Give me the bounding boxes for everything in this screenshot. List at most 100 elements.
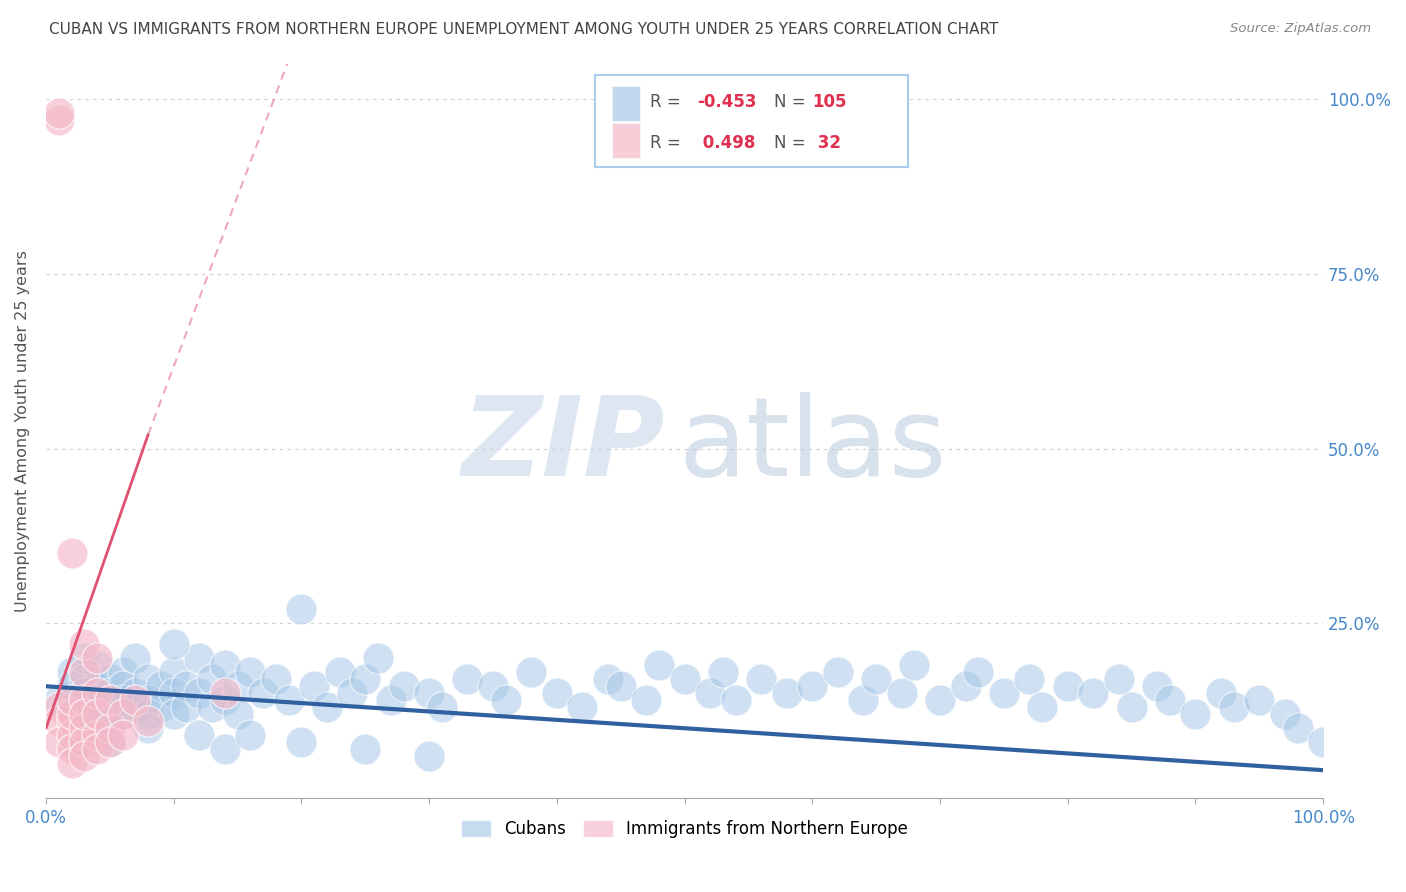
Point bbox=[1274, 707, 1296, 722]
Point bbox=[124, 693, 146, 707]
Point bbox=[149, 679, 172, 693]
Text: Source: ZipAtlas.com: Source: ZipAtlas.com bbox=[1230, 22, 1371, 36]
Point bbox=[73, 686, 96, 700]
Point bbox=[48, 700, 70, 714]
Point bbox=[1083, 686, 1105, 700]
Point bbox=[302, 679, 325, 693]
Point bbox=[73, 721, 96, 735]
Point bbox=[699, 686, 721, 700]
Point bbox=[290, 602, 312, 616]
Point bbox=[1146, 679, 1168, 693]
Point bbox=[73, 707, 96, 722]
Point bbox=[495, 693, 517, 707]
Point bbox=[48, 735, 70, 749]
Point bbox=[124, 686, 146, 700]
Point bbox=[111, 665, 134, 680]
Point bbox=[98, 686, 121, 700]
Point bbox=[86, 658, 108, 673]
Point bbox=[342, 686, 364, 700]
Point bbox=[596, 673, 619, 687]
Point bbox=[60, 707, 83, 722]
Point bbox=[214, 686, 236, 700]
Point bbox=[98, 721, 121, 735]
Point bbox=[354, 673, 377, 687]
Point bbox=[48, 113, 70, 128]
Point bbox=[546, 686, 568, 700]
Point bbox=[60, 742, 83, 756]
Point bbox=[1184, 707, 1206, 722]
Point bbox=[98, 673, 121, 687]
Point bbox=[520, 665, 543, 680]
Point bbox=[955, 679, 977, 693]
Point bbox=[264, 673, 287, 687]
Point bbox=[1159, 693, 1181, 707]
Point bbox=[73, 651, 96, 665]
Point bbox=[98, 700, 121, 714]
Point bbox=[176, 700, 198, 714]
Point bbox=[367, 651, 389, 665]
Point bbox=[277, 693, 299, 707]
Point bbox=[1249, 693, 1271, 707]
Point bbox=[111, 679, 134, 693]
Point bbox=[214, 658, 236, 673]
Point bbox=[136, 721, 159, 735]
Point bbox=[711, 665, 734, 680]
Point bbox=[111, 707, 134, 722]
FancyBboxPatch shape bbox=[595, 75, 908, 167]
Point bbox=[801, 679, 824, 693]
Point bbox=[1222, 700, 1244, 714]
Point bbox=[136, 714, 159, 729]
Point bbox=[418, 749, 440, 764]
Point bbox=[86, 693, 108, 707]
Point bbox=[98, 693, 121, 707]
Point bbox=[609, 679, 631, 693]
Point bbox=[73, 673, 96, 687]
Point bbox=[73, 665, 96, 680]
Text: ZIP: ZIP bbox=[463, 392, 665, 500]
Point bbox=[1108, 673, 1130, 687]
Text: CUBAN VS IMMIGRANTS FROM NORTHERN EUROPE UNEMPLOYMENT AMONG YOUTH UNDER 25 YEARS: CUBAN VS IMMIGRANTS FROM NORTHERN EUROPE… bbox=[49, 22, 998, 37]
Text: 105: 105 bbox=[813, 94, 846, 112]
Point bbox=[673, 673, 696, 687]
Point bbox=[188, 686, 211, 700]
Point bbox=[60, 546, 83, 560]
Point bbox=[111, 728, 134, 742]
Point bbox=[239, 665, 262, 680]
Text: 0.498: 0.498 bbox=[697, 134, 755, 152]
Point bbox=[60, 714, 83, 729]
Point bbox=[1121, 700, 1143, 714]
Point bbox=[430, 700, 453, 714]
Point bbox=[60, 693, 83, 707]
Text: -0.453: -0.453 bbox=[697, 94, 756, 112]
Point bbox=[86, 728, 108, 742]
Point bbox=[239, 728, 262, 742]
Point bbox=[86, 686, 108, 700]
Point bbox=[776, 686, 799, 700]
Point bbox=[60, 728, 83, 742]
Point bbox=[929, 693, 952, 707]
Point bbox=[86, 707, 108, 722]
Point bbox=[418, 686, 440, 700]
Point bbox=[482, 679, 505, 693]
Point bbox=[136, 673, 159, 687]
Point bbox=[724, 693, 747, 707]
Point bbox=[188, 651, 211, 665]
Point bbox=[60, 679, 83, 693]
Text: R =: R = bbox=[650, 134, 681, 152]
Text: R =: R = bbox=[650, 94, 681, 112]
Point bbox=[188, 728, 211, 742]
Point bbox=[163, 707, 186, 722]
Point bbox=[226, 679, 249, 693]
Point bbox=[136, 693, 159, 707]
Point bbox=[252, 686, 274, 700]
Point bbox=[1286, 721, 1309, 735]
Point bbox=[48, 106, 70, 120]
Point bbox=[73, 749, 96, 764]
Point bbox=[201, 673, 224, 687]
Point bbox=[1209, 686, 1232, 700]
Point bbox=[1312, 735, 1334, 749]
Point bbox=[214, 742, 236, 756]
Text: N =: N = bbox=[773, 134, 806, 152]
Point bbox=[1018, 673, 1040, 687]
Point bbox=[380, 693, 402, 707]
